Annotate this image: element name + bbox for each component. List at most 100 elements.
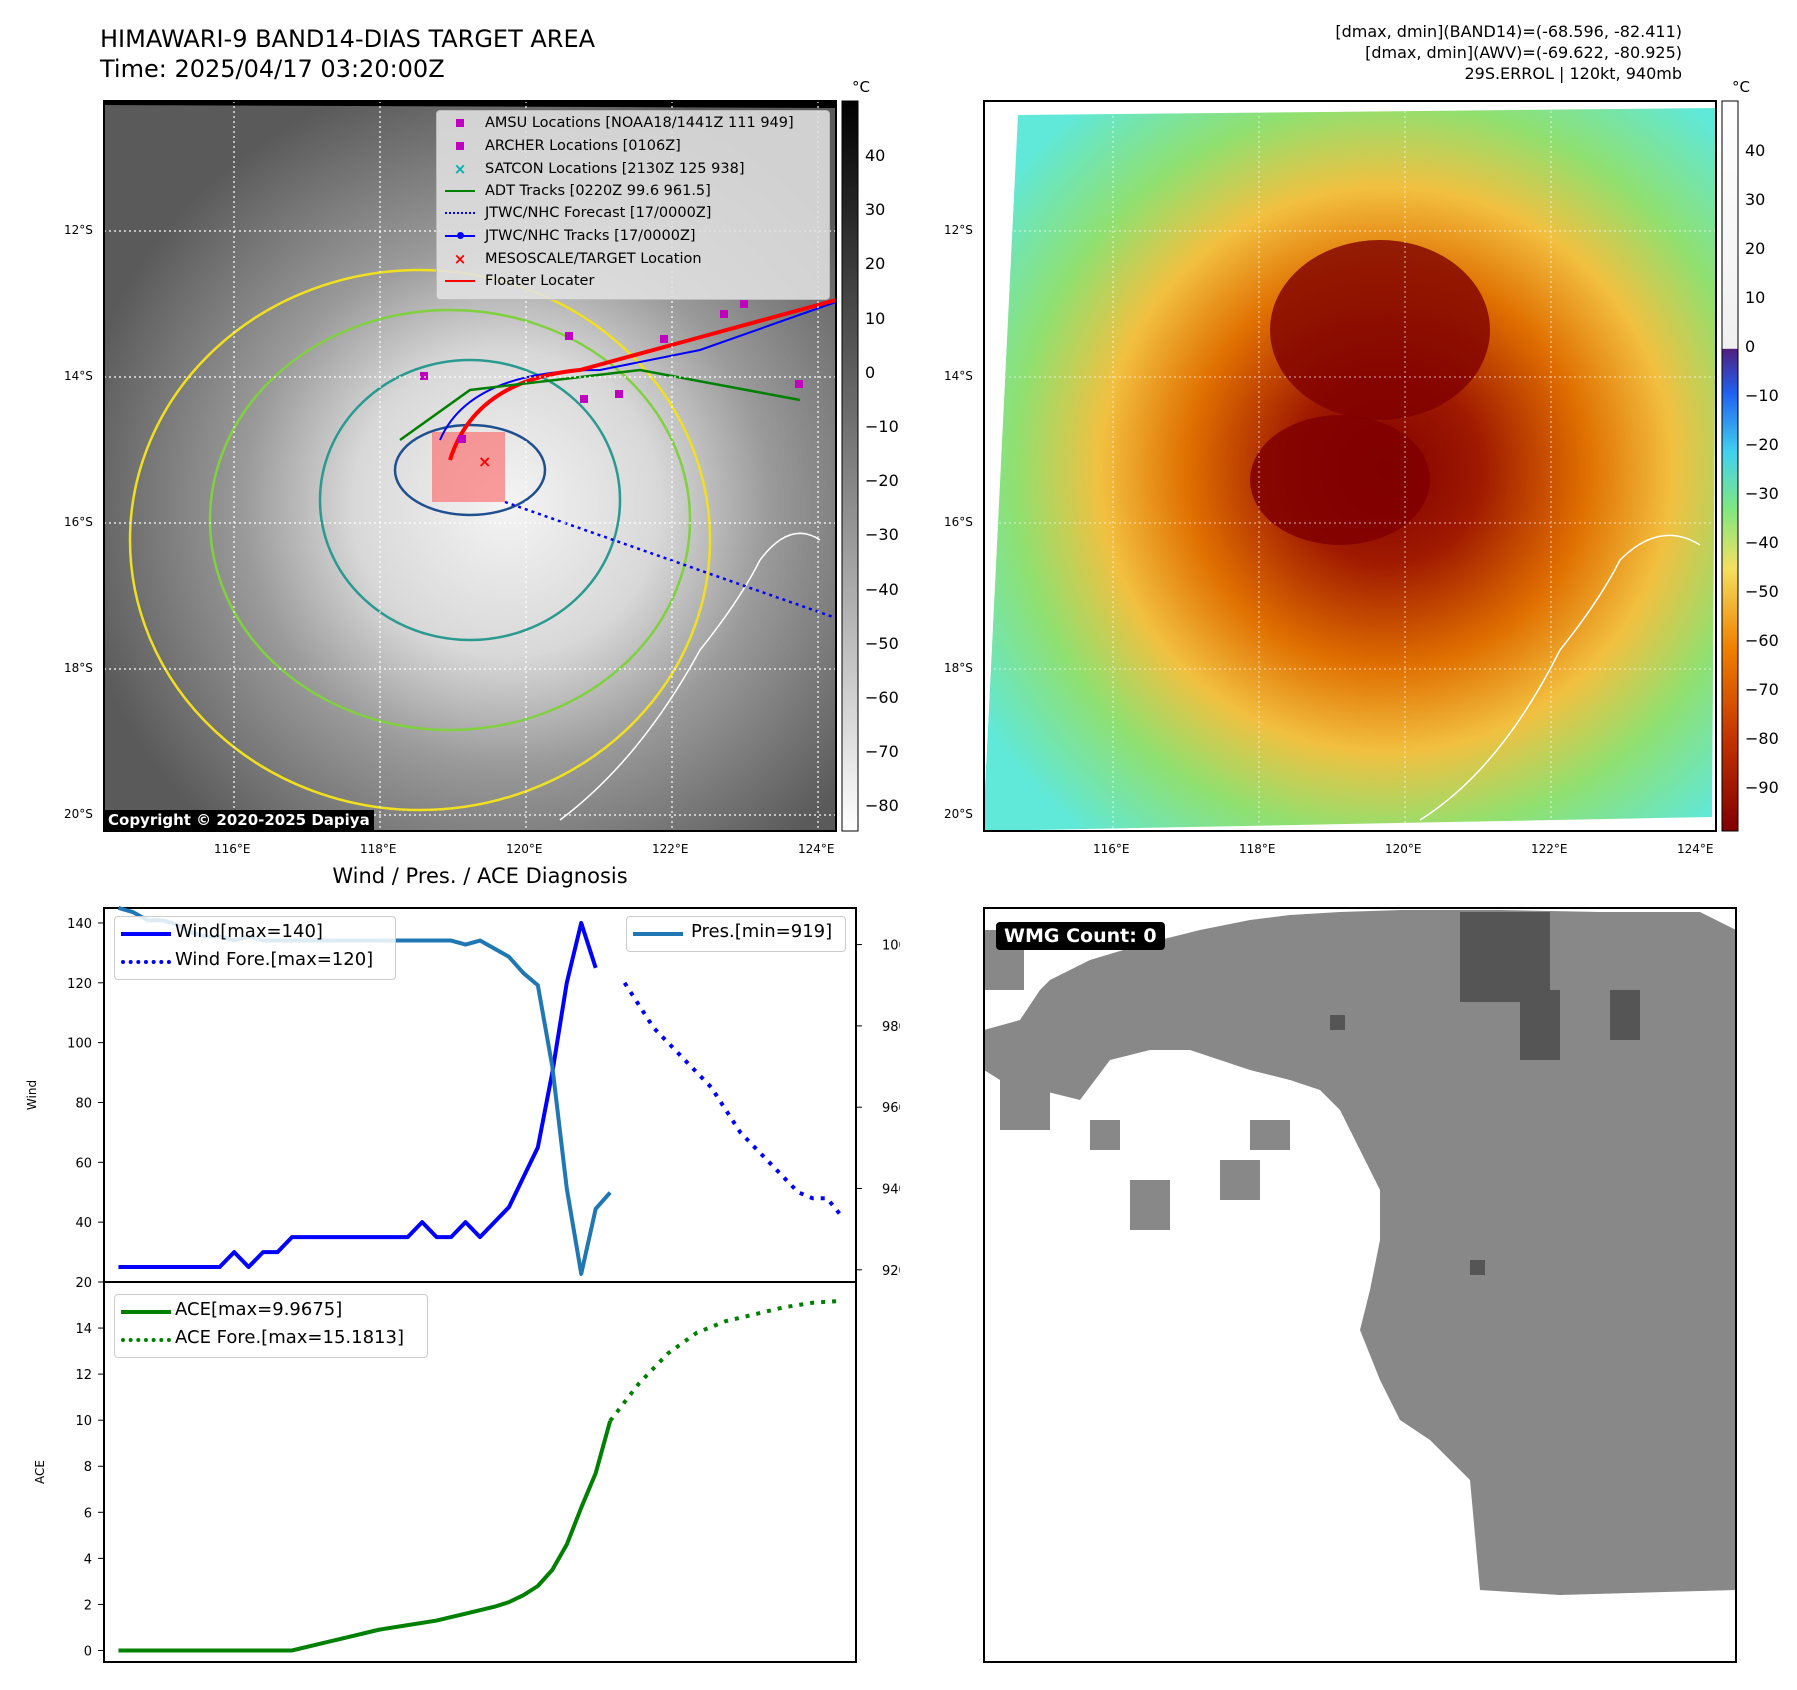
wind-legend-swatch [121,932,171,936]
info-line1: [dmax, dmin](BAND14)=(-68.596, -82.411) [1335,22,1682,41]
legend-item: ARCHER Locations [0106Z] [443,138,681,158]
ace-tick-label: 4 [84,1552,92,1567]
lon-tick-label: 118°E [360,842,397,856]
ace-tick-label: 0 [84,1644,92,1659]
legend-marker-icon [443,183,477,199]
lon-tick-label: 122°E [652,842,689,856]
ace-fore-legend-label: ACE Fore.[max=15.1813] [175,1327,404,1348]
pressure-tick-label: 920 [882,1264,900,1279]
legend-marker-icon [443,115,477,131]
lon-tick-label: 120°E [1385,842,1422,856]
lat-tick-label: 12°S [64,223,93,237]
diagnosis-chart: 204060801001201409209409609801000WindPre… [25,906,900,1663]
colorbar-tick-label: −30 [1745,484,1779,503]
legend-label: Floater Locater [485,272,595,289]
lat-tick-label: 20°S [64,807,93,821]
ace-axis-label: ACE [33,1460,47,1484]
wind-tick-label: 120 [67,977,92,992]
target-box [432,432,505,502]
colorbar-tick-label: 10 [865,308,886,328]
pressure-legend-swatch [633,932,683,936]
legend-item: JTWC/NHC Forecast [17/0000Z] [443,205,711,225]
ir-legend: AMSU Locations [NOAA18/1441Z 111 949] ARC… [436,110,830,300]
legend-label: MESOSCALE/TARGET Location [485,251,702,267]
colorbar-tick-label: 20 [865,254,886,274]
pressure-tick-label: 1000 [882,939,900,954]
wind-tick-label: 80 [75,1096,92,1111]
colorbar-tick-label: −20 [1745,435,1779,454]
legend-item: AMSU Locations [NOAA18/1441Z 111 949] [443,115,794,135]
wind-tick-label: 140 [67,917,92,932]
lat-tick-label: 14°S [64,369,93,383]
legend-marker-icon: × [453,160,467,178]
ir-colorbar-unit: °C [852,78,870,96]
wmg-count-badge: WMG Count: 0 [996,922,1165,950]
legend-label: ADT Tracks [0220Z 99.6 961.5] [485,182,711,199]
legend-item: × MESOSCALE/TARGET Location [443,250,702,270]
ace-tick-label: 10 [75,1414,92,1429]
jtwc-track [439,301,837,441]
ace-tick-label: 12 [75,1368,92,1383]
color-coastline [1419,534,1701,821]
lon-tick-label: 122°E [1531,842,1568,856]
series-line [622,981,844,1218]
ace-fore-legend-swatch [121,1338,171,1342]
legend-item: × SATCON Locations [2130Z 125 938] [443,160,745,180]
wind-tick-label: 40 [75,1216,92,1231]
colorbar-tick-label: −60 [1745,631,1779,650]
wind-tick-label: 100 [67,1037,92,1052]
colorbar-tick-label: −50 [865,633,899,653]
lon-tick-label: 124°E [798,842,835,856]
colorbar-tick-label: −10 [865,417,899,436]
legend-marker-icon [443,205,477,221]
legend-item: JTWC/NHC Tracks [17/0000Z] [443,228,696,248]
ace-legend: ACE[max=9.9675] ACE Fore.[max=15.1813] [114,1294,428,1358]
ace-legend-swatch [121,1310,171,1314]
lon-tick-label: 116°E [214,842,251,856]
colorbar-tick-label: 0 [1745,337,1756,356]
legend-marker-icon [443,228,477,244]
colorbar-tick-label: −90 [1745,778,1779,797]
legend-label: ARCHER Locations [0106Z] [485,137,681,154]
pressure-tick-label: 960 [882,1101,900,1116]
colorbar-tick-label: 40 [1745,141,1766,160]
colorbar-tick-label: −70 [865,742,899,762]
copyright-label: Copyright © 2020-2025 Dapiya [104,810,374,830]
lat-tick-label: 18°S [944,661,973,675]
color-panel [983,100,1739,832]
amsu-markers [420,300,803,443]
colorbar-tick-label: −70 [1745,680,1779,699]
legend-marker-icon [443,273,477,289]
ace-legend-label: ACE[max=9.9675] [175,1299,343,1320]
pressure-tick-label: 980 [882,1020,900,1035]
diagnosis-title: Wind / Pres. / ACE Diagnosis [332,864,628,888]
colorbar-tick-label: −80 [1745,729,1779,748]
ace-tick-label: 2 [84,1598,92,1613]
lon-tick-label: 116°E [1093,842,1130,856]
lon-tick-label: 118°E [1239,842,1276,856]
series-line [608,1298,842,1423]
legend-item: Floater Locater [443,273,594,293]
legend-label: JTWC/NHC Forecast [17/0000Z] [485,205,712,221]
lat-tick-label: 14°S [944,369,973,383]
colorbar-tick-label: −50 [1745,582,1779,601]
lat-tick-label: 18°S [64,661,93,675]
ir-coastline [559,532,821,821]
wind-legend: Wind[max=140] Wind Fore.[max=120] [114,916,396,980]
legend-marker-icon [443,138,477,154]
legend-item: ADT Tracks [0220Z 99.6 961.5] [443,183,711,203]
colorbar-tick-label: −30 [865,525,899,545]
lon-tick-label: 124°E [1677,842,1714,856]
lon-tick-label: 120°E [506,842,543,856]
colorbar-tick-label: −40 [1745,533,1779,552]
lat-tick-label: 12°S [944,223,973,237]
color-colorbar [1721,100,1739,832]
lat-tick-label: 16°S [944,515,973,529]
pressure-legend: Pres.[min=919] [626,916,846,952]
colorbar-tick-label: −80 [865,796,899,816]
colorbar-tick-label: −40 [865,579,899,599]
wind-axis-label: Wind [25,1080,39,1110]
lat-tick-label: 16°S [64,515,93,529]
colorbar-tick-label: 40 [865,146,886,165]
colorbar-tick-label: −10 [1745,386,1779,405]
